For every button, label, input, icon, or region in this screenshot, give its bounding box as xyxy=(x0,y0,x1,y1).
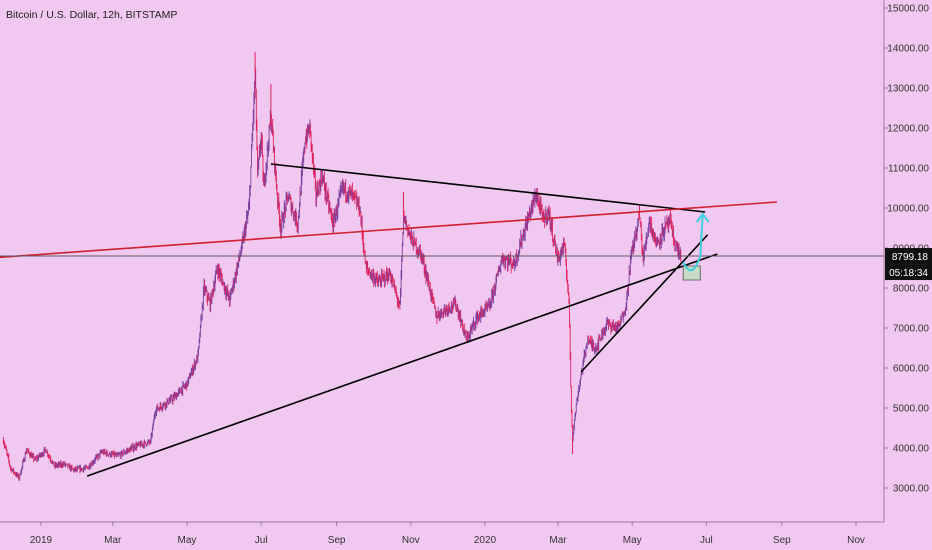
time-tick-label: 2020 xyxy=(474,535,497,546)
price-tick-label: 8000.00 xyxy=(893,284,930,295)
price-tick-label: 15000.00 xyxy=(887,4,929,15)
price-tick-label: 5000.00 xyxy=(893,404,930,415)
countdown-tag xyxy=(885,264,932,281)
steep-trendline xyxy=(580,234,709,373)
countdown-label: 05:18:34 xyxy=(889,268,928,279)
price-tick-label: 14000.00 xyxy=(887,44,929,55)
price-tick-label: 12000.00 xyxy=(887,124,929,135)
time-tick-label: May xyxy=(178,535,197,546)
projection-arrow-head xyxy=(695,212,710,223)
price-tick-label: 3000.00 xyxy=(893,484,930,495)
time-tick-label: Sep xyxy=(773,535,791,546)
time-tick-label: 2019 xyxy=(30,535,53,546)
time-tick-label: Mar xyxy=(549,535,567,546)
time-tick-label: May xyxy=(623,535,642,546)
time-tick-label: Jul xyxy=(255,535,268,546)
time-tick-label: Nov xyxy=(402,535,420,546)
time-tick-label: Jul xyxy=(700,535,713,546)
time-tick-label: Sep xyxy=(328,535,346,546)
price-tick-label: 10000.00 xyxy=(887,204,929,215)
lower-trendline xyxy=(86,253,718,477)
projection-arrow-path xyxy=(682,213,704,272)
chart-title: Bitcoin / U.S. Dollar, 12h, BITSTAMP xyxy=(6,9,178,21)
upper-trendline xyxy=(270,163,706,213)
time-tick-label: Mar xyxy=(104,535,122,546)
time-axis: 2019 Mar May Jul Sep Nov 2020 Mar May Jul Sep Nov xyxy=(30,522,865,546)
price-tick-label: 4000.00 xyxy=(893,444,930,455)
price-tick-label: 6000.00 xyxy=(893,364,930,375)
price-tick-label: 13000.00 xyxy=(887,84,929,95)
last-price-label: 8799.18 xyxy=(892,252,929,263)
price-tick-label: 7000.00 xyxy=(893,324,930,335)
price-tick-label: 11000.00 xyxy=(888,164,929,175)
last-price-tag xyxy=(885,248,932,265)
red-trendline xyxy=(0,201,778,259)
candles xyxy=(2,52,682,481)
time-tick-label: Nov xyxy=(847,535,865,546)
